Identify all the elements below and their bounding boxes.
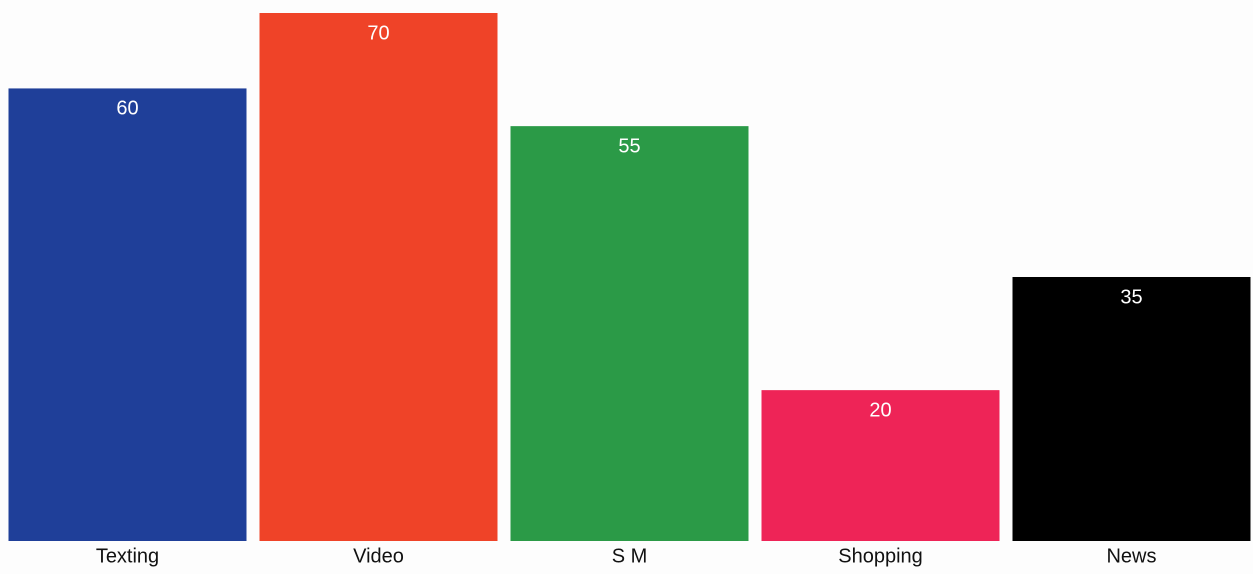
x-tick-label: Shopping: [838, 545, 923, 567]
x-tick-label: Video: [353, 545, 404, 567]
x-tick-label: News: [1106, 545, 1156, 567]
value-label: 35: [1120, 286, 1142, 308]
value-label: 20: [869, 399, 891, 421]
bar: [510, 126, 749, 542]
bar: [761, 390, 1000, 541]
bar: [1012, 277, 1251, 541]
value-label: 55: [618, 135, 640, 157]
bar: [8, 88, 247, 541]
x-tick-label: Texting: [96, 545, 159, 567]
x-tick-label: S M: [612, 545, 648, 567]
value-label: 70: [367, 22, 389, 44]
bar: [259, 13, 498, 541]
value-label: 60: [116, 98, 138, 120]
